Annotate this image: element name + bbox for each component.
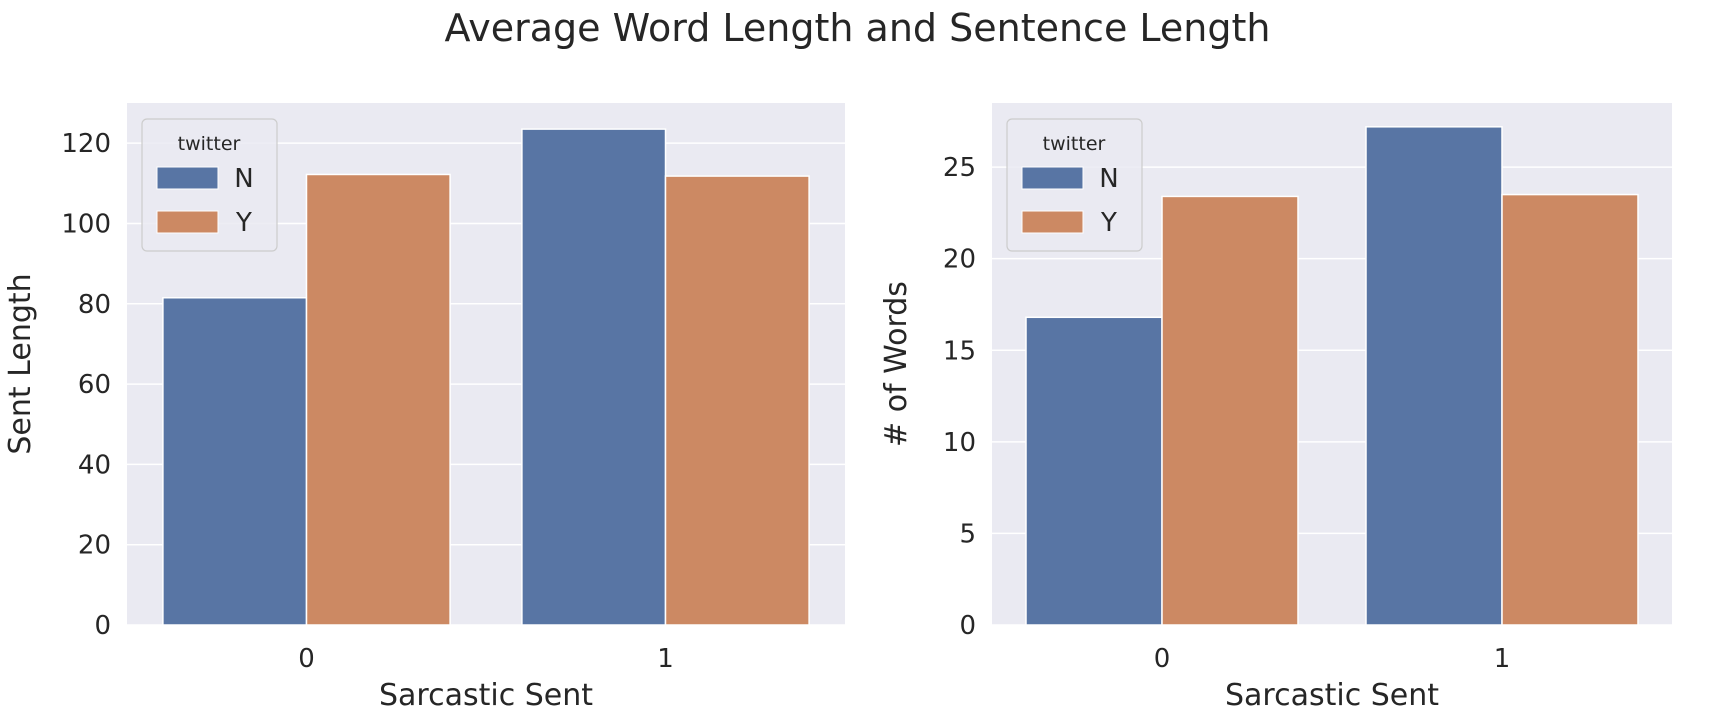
legend-title: twitter bbox=[1043, 133, 1106, 155]
chart-panel-1: 0 20 40 60 80 100 120 0 1 Sarcastic Sent Sent Leng… bbox=[3, 103, 845, 713]
y-axis-label: Sent Length bbox=[3, 273, 38, 454]
x-axis-label: Sarcastic Sent bbox=[379, 678, 593, 713]
y-tick-label: 10 bbox=[943, 428, 976, 458]
bar-Y-0 bbox=[1161, 195, 1299, 626]
x-axis-label: Sarcastic Sent bbox=[1225, 678, 1439, 713]
legend-label-Y: Y bbox=[1100, 208, 1117, 238]
legend-title: twitter bbox=[178, 133, 241, 155]
y-tick-label: 100 bbox=[61, 209, 111, 239]
bar-N-0 bbox=[1025, 316, 1163, 626]
x-tick-label: 0 bbox=[298, 644, 315, 674]
y-tick-label: 25 bbox=[943, 153, 976, 183]
figure-title: Average Word Length and Sentence Length bbox=[444, 6, 1271, 50]
bar-Y-0 bbox=[305, 173, 451, 626]
bar-Y-1 bbox=[664, 175, 810, 626]
legend-swatch-Y bbox=[156, 210, 219, 234]
legend-swatch-N bbox=[1021, 166, 1084, 190]
legend-label-N: N bbox=[1099, 164, 1118, 194]
legend-label-N: N bbox=[234, 164, 253, 194]
y-tick-label: 0 bbox=[94, 611, 111, 641]
legend-label-Y: Y bbox=[235, 208, 252, 238]
y-tick-label: 40 bbox=[78, 450, 111, 480]
x-tick-label: 1 bbox=[657, 644, 674, 674]
y-tick-label: 5 bbox=[959, 519, 976, 549]
legend: twitter NY bbox=[141, 118, 278, 252]
y-tick-label: 80 bbox=[78, 290, 111, 320]
y-tick-label: 0 bbox=[959, 611, 976, 641]
legend: twitter NY bbox=[1006, 118, 1143, 252]
y-tick-label: 20 bbox=[78, 531, 111, 561]
bar-N-1 bbox=[521, 128, 667, 626]
x-tick-label: 1 bbox=[1494, 644, 1511, 674]
chart-panel-2: 0 5 10 15 20 25 0 1 Sarcastic Sent # of Words twit… bbox=[879, 103, 1672, 713]
x-tick-label: 0 bbox=[1154, 644, 1171, 674]
y-tick-label: 120 bbox=[61, 129, 111, 159]
y-axis-label: # of Words bbox=[879, 281, 914, 447]
y-tick-label: 15 bbox=[943, 336, 976, 366]
y-tick-label: 20 bbox=[943, 245, 976, 275]
bar-Y-1 bbox=[1501, 193, 1639, 626]
y-tick-label: 60 bbox=[78, 370, 111, 400]
legend-swatch-N bbox=[156, 166, 219, 190]
legend-swatch-Y bbox=[1021, 210, 1084, 234]
bar-N-0 bbox=[162, 296, 308, 626]
bar-N-1 bbox=[1365, 126, 1503, 626]
